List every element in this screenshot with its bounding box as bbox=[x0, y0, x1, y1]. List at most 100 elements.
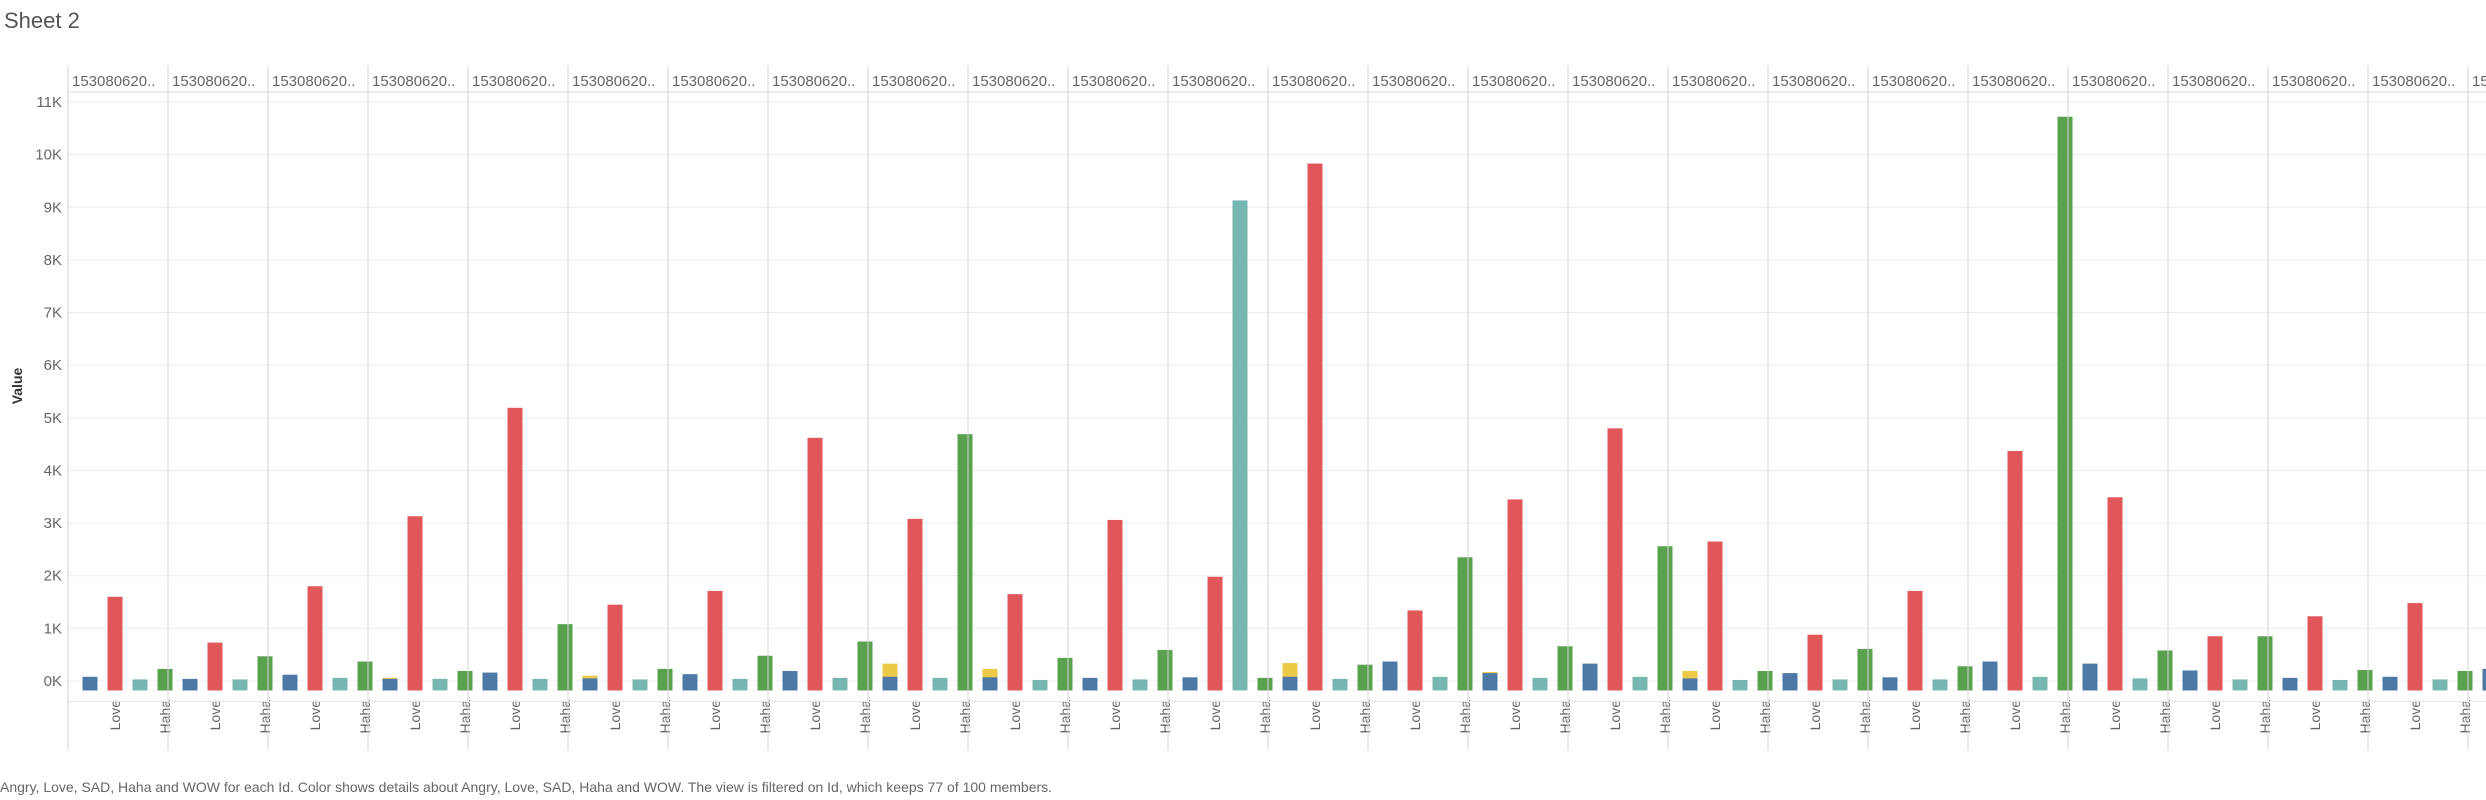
bar-haha bbox=[557, 624, 573, 691]
x-tick-label: Love bbox=[607, 700, 623, 731]
y-tick-label: 2K bbox=[44, 568, 62, 585]
column-header: 153080620.. bbox=[1572, 73, 1655, 90]
bar-angry bbox=[1882, 677, 1898, 691]
column-header: 153080620.. bbox=[72, 73, 155, 90]
bar-sad bbox=[1632, 676, 1648, 691]
bar-sad bbox=[1532, 677, 1548, 691]
bar-love bbox=[707, 590, 723, 691]
bar-sad bbox=[2332, 679, 2348, 691]
x-tick-label: Love bbox=[2107, 700, 2123, 731]
bar-love bbox=[1507, 499, 1523, 691]
bar-sad bbox=[632, 679, 648, 691]
bar-love bbox=[1607, 428, 1623, 691]
x-tick-label: Haha bbox=[157, 700, 173, 734]
bar-haha bbox=[1557, 646, 1573, 691]
bar-love bbox=[307, 586, 323, 691]
bar-angry bbox=[2082, 663, 2098, 691]
bar-haha bbox=[157, 668, 173, 691]
column-header: 153080620.. bbox=[872, 73, 955, 90]
x-tick-label: Love bbox=[807, 700, 823, 731]
x-tick-label: Haha bbox=[2357, 700, 2373, 734]
x-tick-label: Love bbox=[207, 700, 223, 731]
column-header: 153080620.. bbox=[172, 73, 255, 90]
y-tick-label: 6K bbox=[44, 357, 62, 374]
x-tick-label: Haha bbox=[257, 700, 273, 734]
column-header: 153080620.. bbox=[472, 73, 555, 90]
bar-angry bbox=[1082, 677, 1098, 691]
x-tick-label: Haha bbox=[1157, 700, 1173, 734]
x-tick-label: Love bbox=[2007, 700, 2023, 731]
bar-haha bbox=[1957, 666, 1973, 691]
x-tick-label: Love bbox=[1707, 700, 1723, 731]
x-tick-label: Haha bbox=[557, 700, 573, 734]
bar-sad bbox=[732, 678, 748, 691]
bar-love bbox=[2307, 616, 2323, 691]
column-header: 153080620.. bbox=[1772, 73, 1855, 90]
bar-haha bbox=[657, 668, 673, 691]
bar-sad bbox=[1332, 678, 1348, 691]
bar-love bbox=[107, 596, 123, 691]
bar-angry bbox=[2182, 670, 2198, 691]
bar-love bbox=[1307, 163, 1323, 691]
bar-haha bbox=[1257, 677, 1273, 691]
x-tick-label: Love bbox=[1107, 700, 1123, 731]
x-tick-label: Love bbox=[1207, 700, 1223, 731]
bar-love bbox=[1407, 610, 1423, 691]
column-header: 153080620.. bbox=[2172, 73, 2255, 90]
bar-haha bbox=[1857, 648, 1873, 691]
column-header: 153080620.. bbox=[272, 73, 355, 90]
x-tick-label: Haha bbox=[1457, 700, 1473, 734]
bar-angry bbox=[2482, 668, 2486, 691]
x-tick-label: Haha bbox=[657, 700, 673, 734]
bar-love bbox=[2407, 603, 2423, 691]
bar-haha bbox=[257, 656, 273, 691]
bar-sad bbox=[1032, 679, 1048, 691]
column-header: 153080620.. bbox=[372, 73, 455, 90]
column-header: 153080620.. bbox=[772, 73, 855, 90]
bar-love bbox=[807, 437, 823, 691]
x-tick-label: Love bbox=[407, 700, 423, 731]
x-tick-label: Love bbox=[1807, 700, 1823, 731]
x-tick-label: Haha bbox=[1557, 700, 1573, 734]
bar-love bbox=[1707, 541, 1723, 691]
bar-sad bbox=[2032, 676, 2048, 691]
x-tick-label: Love bbox=[907, 700, 923, 731]
x-tick-label: Love bbox=[2207, 700, 2223, 731]
bar-sad bbox=[1832, 679, 1848, 691]
bar-angry bbox=[682, 674, 698, 691]
bar-angry bbox=[1582, 663, 1598, 691]
x-tick-label: Haha bbox=[457, 700, 473, 734]
x-tick-label: Haha bbox=[1857, 700, 1873, 734]
x-tick-label: Haha bbox=[1257, 700, 1273, 734]
x-tick-label: Love bbox=[1007, 700, 1023, 731]
bar-angry bbox=[482, 672, 498, 691]
bar-haha bbox=[1057, 657, 1073, 691]
y-tick-label: 11K bbox=[36, 94, 62, 111]
column-header: 153080620.. bbox=[2372, 73, 2455, 90]
bar-angry bbox=[982, 677, 998, 691]
bar-sad bbox=[132, 679, 148, 691]
x-tick-label: Love bbox=[1607, 700, 1623, 731]
x-tick-label: Haha bbox=[1657, 700, 1673, 734]
column-header: 153080620.. bbox=[572, 73, 655, 90]
bar-love bbox=[1207, 576, 1223, 691]
bar-love bbox=[2107, 497, 2123, 691]
y-tick-label: 8K bbox=[44, 252, 62, 269]
x-tick-label: Love bbox=[2407, 700, 2423, 731]
x-tick-label: Haha bbox=[2457, 700, 2473, 734]
bar-sad bbox=[1232, 200, 1248, 691]
column-header: 153080620.. bbox=[2072, 73, 2155, 90]
bar-sad bbox=[2432, 679, 2448, 691]
bar-love bbox=[607, 604, 623, 691]
y-tick-label: 9K bbox=[44, 199, 62, 216]
bar-haha bbox=[1657, 546, 1673, 691]
bar-angry bbox=[1682, 678, 1698, 691]
y-tick-label: 4K bbox=[44, 462, 62, 479]
bar-love bbox=[407, 516, 423, 691]
bar-haha bbox=[1757, 670, 1773, 691]
bar-haha bbox=[1457, 557, 1473, 691]
bar-sad bbox=[1132, 679, 1148, 691]
bar-angry bbox=[1182, 677, 1198, 691]
x-tick-label: Haha bbox=[2157, 700, 2173, 734]
column-header: 153080620.. bbox=[1072, 73, 1155, 90]
